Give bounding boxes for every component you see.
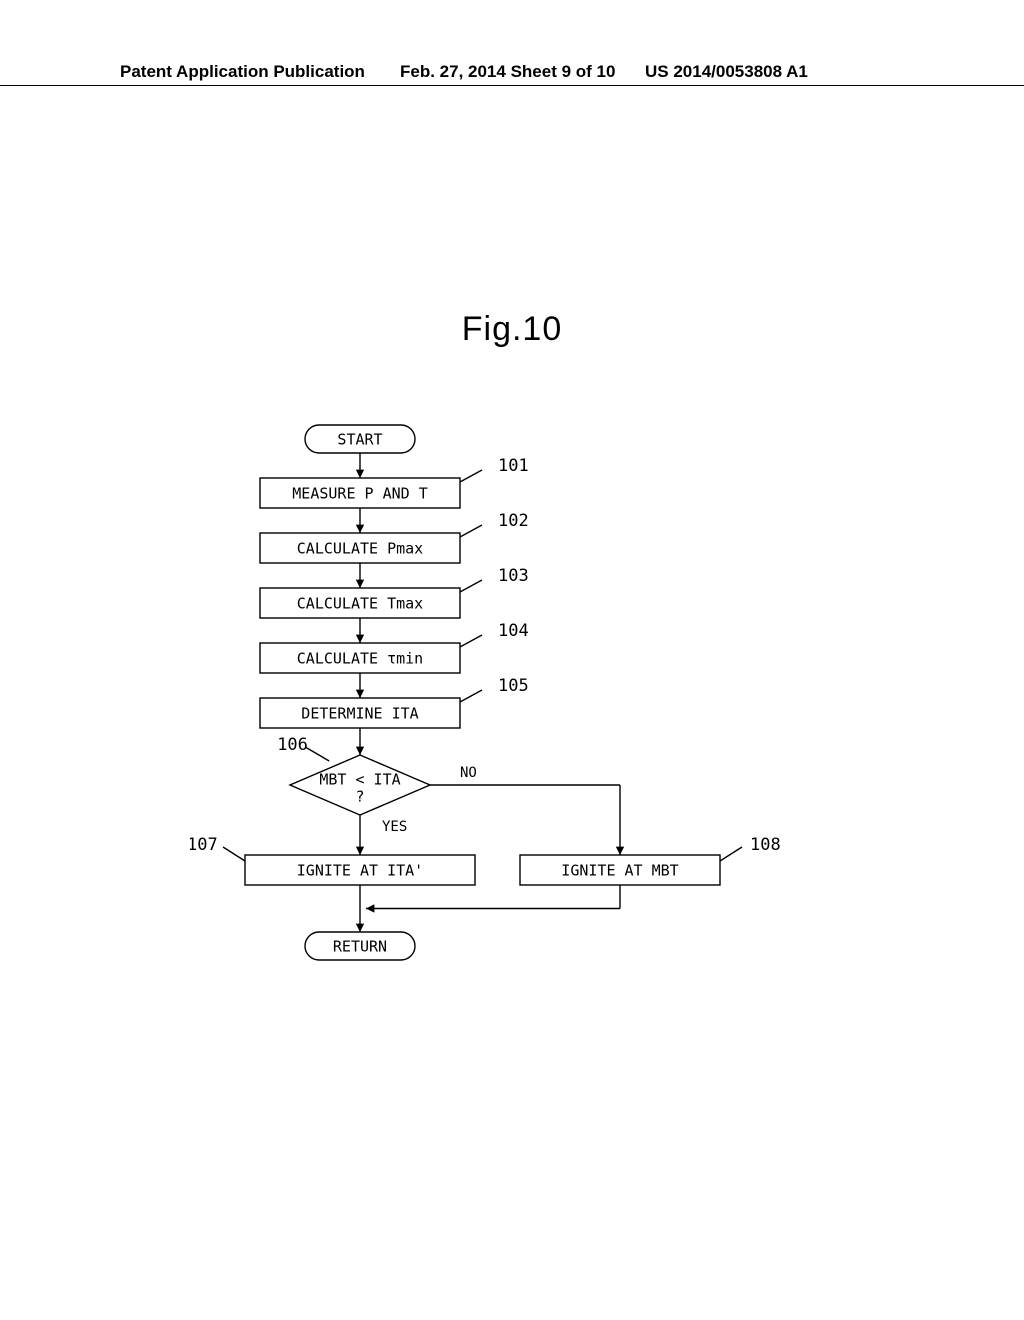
header-left: Patent Application Publication	[120, 62, 365, 82]
svg-text:MEASURE P AND T: MEASURE P AND T	[292, 485, 427, 503]
svg-text:CALCULATE τmin: CALCULATE τmin	[297, 650, 423, 668]
svg-text:104: 104	[498, 621, 529, 641]
svg-text:IGNITE AT ITA': IGNITE AT ITA'	[297, 862, 423, 880]
svg-text:CALCULATE Tmax: CALCULATE Tmax	[297, 595, 423, 613]
svg-text:MBT < ITA: MBT < ITA	[319, 771, 400, 789]
flowchart: START MEASURE P AND T 101 CALCULATE Pmax 102…	[190, 420, 810, 980]
header-mid: Feb. 27, 2014 Sheet 9 of 10	[400, 62, 615, 82]
svg-text:RETURN: RETURN	[333, 938, 387, 956]
header-right: US 2014/0053808 A1	[645, 62, 808, 82]
patent-page: Patent Application Publication Feb. 27, …	[0, 0, 1024, 1320]
svg-text:101: 101	[498, 456, 529, 476]
svg-text:NO: NO	[460, 765, 477, 781]
svg-text:102: 102	[498, 511, 529, 531]
svg-text:?: ?	[355, 788, 364, 806]
svg-text:108: 108	[750, 835, 781, 855]
svg-text:IGNITE AT MBT: IGNITE AT MBT	[561, 862, 678, 880]
svg-text:106: 106	[277, 735, 308, 755]
header-rule	[0, 85, 1024, 86]
svg-text:103: 103	[498, 566, 529, 586]
svg-text:CALCULATE Pmax: CALCULATE Pmax	[297, 540, 423, 558]
svg-text:DETERMINE ITA: DETERMINE ITA	[301, 705, 418, 723]
figure-title: Fig.10	[0, 310, 1024, 349]
svg-text:107: 107	[190, 835, 218, 855]
svg-text:105: 105	[498, 676, 529, 696]
svg-text:YES: YES	[382, 819, 407, 835]
svg-text:START: START	[337, 431, 382, 449]
